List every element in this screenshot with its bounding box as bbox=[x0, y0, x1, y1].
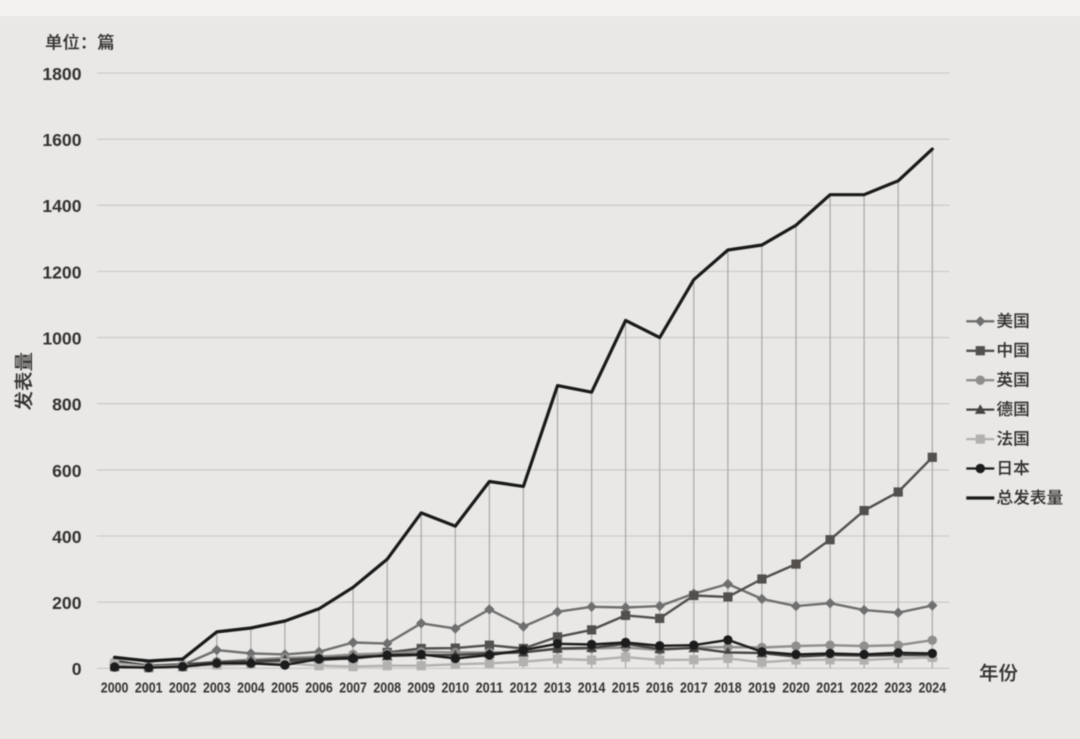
svg-text:2014: 2014 bbox=[578, 680, 606, 697]
svg-text:600: 600 bbox=[52, 461, 82, 481]
svg-text:400: 400 bbox=[52, 527, 82, 547]
svg-text:2015: 2015 bbox=[612, 680, 640, 697]
svg-text:2005: 2005 bbox=[271, 680, 299, 697]
svg-text:2000: 2000 bbox=[101, 680, 129, 697]
svg-text:2019: 2019 bbox=[748, 680, 776, 697]
svg-text:0: 0 bbox=[72, 659, 82, 679]
svg-text:1800: 1800 bbox=[42, 64, 81, 84]
svg-text:2001: 2001 bbox=[135, 680, 163, 697]
svg-text:2012: 2012 bbox=[510, 680, 538, 697]
svg-text:2013: 2013 bbox=[544, 680, 572, 697]
svg-text:1200: 1200 bbox=[42, 262, 81, 282]
svg-text:2002: 2002 bbox=[169, 680, 197, 697]
svg-text:2024: 2024 bbox=[919, 680, 947, 697]
svg-text:2004: 2004 bbox=[237, 680, 265, 697]
svg-text:2006: 2006 bbox=[305, 680, 333, 697]
svg-text:2022: 2022 bbox=[850, 680, 878, 697]
svg-text:2011: 2011 bbox=[476, 680, 504, 697]
svg-text:800: 800 bbox=[52, 395, 82, 415]
svg-text:2017: 2017 bbox=[680, 680, 708, 697]
svg-text:2023: 2023 bbox=[884, 680, 912, 697]
svg-text:2008: 2008 bbox=[373, 680, 401, 697]
svg-text:2010: 2010 bbox=[442, 680, 470, 697]
svg-text:2018: 2018 bbox=[714, 680, 742, 697]
svg-text:2021: 2021 bbox=[816, 680, 844, 697]
svg-text:2016: 2016 bbox=[646, 680, 674, 697]
svg-text:1600: 1600 bbox=[42, 130, 81, 150]
svg-text:1400: 1400 bbox=[42, 196, 81, 216]
svg-text:200: 200 bbox=[52, 593, 82, 613]
svg-text:2020: 2020 bbox=[782, 680, 810, 697]
svg-text:1000: 1000 bbox=[42, 329, 81, 349]
svg-text:2007: 2007 bbox=[339, 680, 367, 697]
svg-text:2009: 2009 bbox=[407, 680, 435, 697]
svg-text:2003: 2003 bbox=[203, 680, 231, 697]
